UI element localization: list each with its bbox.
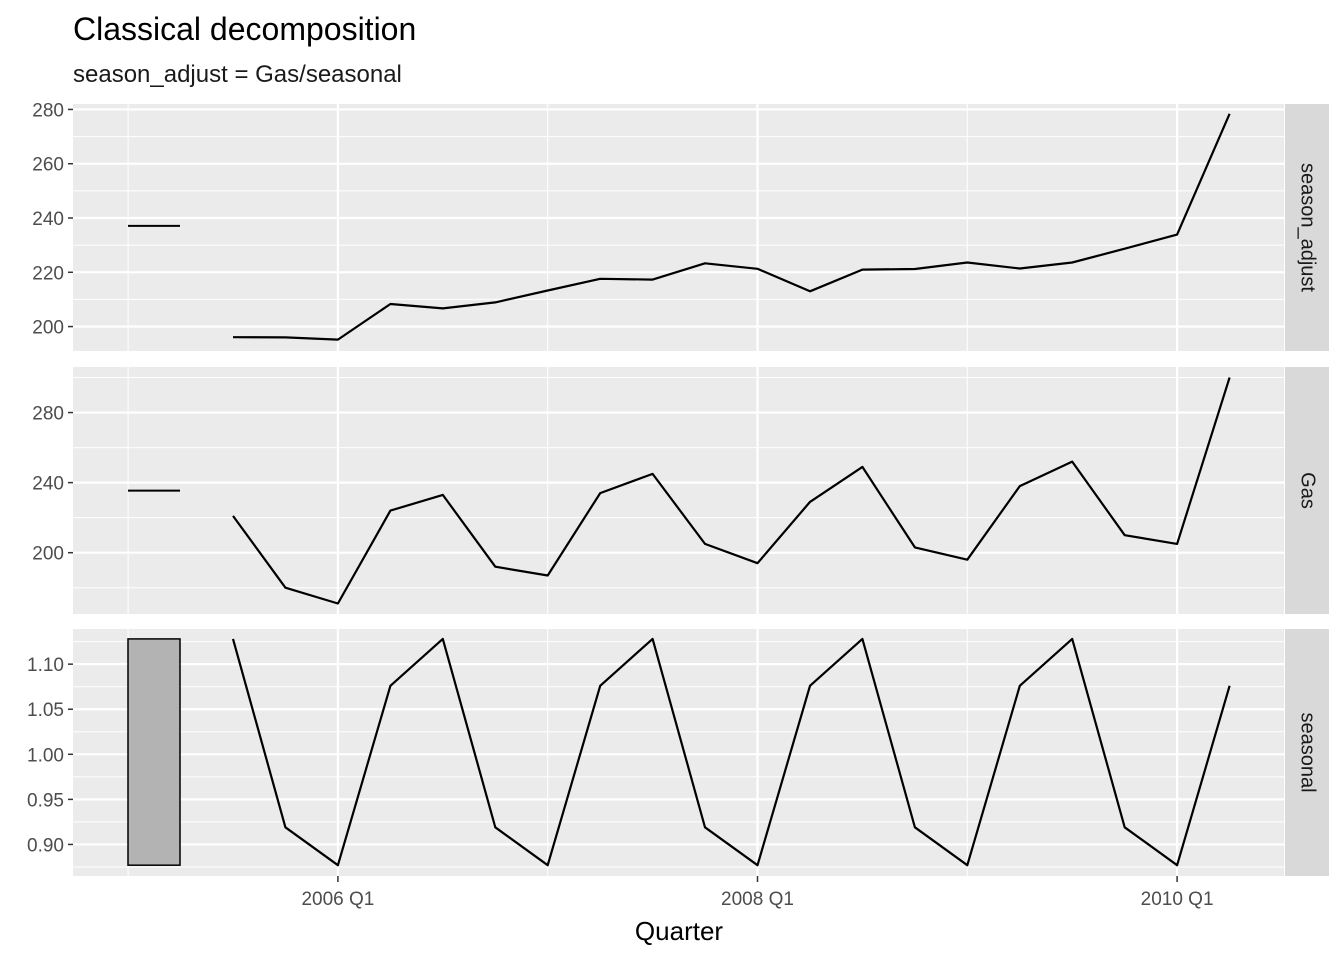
y-tick-label: 1.05 — [27, 700, 64, 721]
y-tick-label: 0.95 — [27, 790, 64, 811]
panel-Gas: 200 240 280 Gas — [32, 367, 1329, 614]
panel-background — [73, 104, 1284, 351]
y-tick-label: 280 — [32, 404, 64, 425]
y-tick-label: 240 — [32, 474, 64, 495]
facet-panels: 200 220 240 260 280 season_adjust 200 240 280 Gas… — [27, 100, 1329, 876]
chart-subtitle: season_adjust = Gas/seasonal — [73, 61, 402, 88]
facet-strip — [1285, 104, 1329, 351]
y-tick-label: 200 — [32, 544, 64, 565]
panel-seasonal: 0.90 0.95 1.00 1.05 1.10 seasonal — [27, 629, 1329, 876]
y-tick-label: 240 — [32, 209, 64, 230]
x-tick-label: 2010 Q1 — [1141, 889, 1214, 910]
facet-strip — [1285, 367, 1329, 614]
y-tick-label: 280 — [32, 100, 64, 121]
series-line-seasonal — [231, 637, 1231, 867]
series-line-season_adjust — [232, 113, 1231, 341]
y-tick-label: 1.10 — [27, 655, 64, 676]
panel-background — [73, 367, 1284, 614]
series-line-Gas — [232, 377, 1231, 605]
y-tick-label: 260 — [32, 155, 64, 176]
x-tick-label: 2008 Q1 — [721, 889, 794, 910]
panel-season_adjust: 200 220 240 260 280 season_adjust — [32, 100, 1329, 351]
panel-background — [73, 629, 1284, 876]
chart-title: Classical decomposition — [73, 11, 416, 47]
facet-strip — [1285, 629, 1329, 876]
y-tick-label: 200 — [32, 318, 64, 339]
facet-strip-label: Gas — [1297, 472, 1319, 509]
y-tick-label: 220 — [32, 263, 64, 284]
x-axis: 2006 Q1 2008 Q1 2010 Q1 — [301, 876, 1214, 910]
x-tick-label: 2006 Q1 — [301, 889, 374, 910]
facet-strip-label: seasonal — [1297, 712, 1319, 792]
y-tick-label: 1.00 — [27, 745, 64, 766]
y-tick-label: 0.90 — [27, 835, 64, 856]
x-axis-title: Quarter — [635, 916, 723, 946]
facet-strip-label: season_adjust — [1297, 163, 1319, 292]
scale-bar — [127, 638, 181, 866]
